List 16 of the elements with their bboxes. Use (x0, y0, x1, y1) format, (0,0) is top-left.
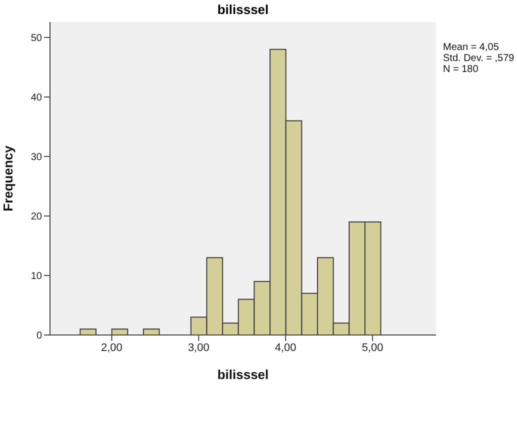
text: Std. Dev. = ,579 (443, 53, 514, 64)
x-axis-title: bilisssel (217, 367, 269, 382)
x-tick-label: 2,00 (101, 342, 122, 354)
x-tick-label: 3,00 (188, 342, 210, 354)
text: Mean = 4,05 (443, 42, 500, 53)
chart-title: bilisssel (216, 2, 270, 17)
y-tick-label: 40 (30, 92, 42, 104)
y-tick-label: 30 (30, 152, 42, 164)
x-tick-label: 4,00 (274, 342, 296, 354)
y-axis-title: Frequency (0, 144, 16, 212)
y-tick-label: 10 (30, 271, 42, 282)
y-tick-label: 0 (36, 330, 42, 342)
text: N = 180 (443, 64, 480, 75)
x-tick-label: 5,00 (362, 342, 384, 354)
y-tick-label: 50 (30, 33, 42, 44)
y-tick-label: 20 (30, 212, 42, 223)
